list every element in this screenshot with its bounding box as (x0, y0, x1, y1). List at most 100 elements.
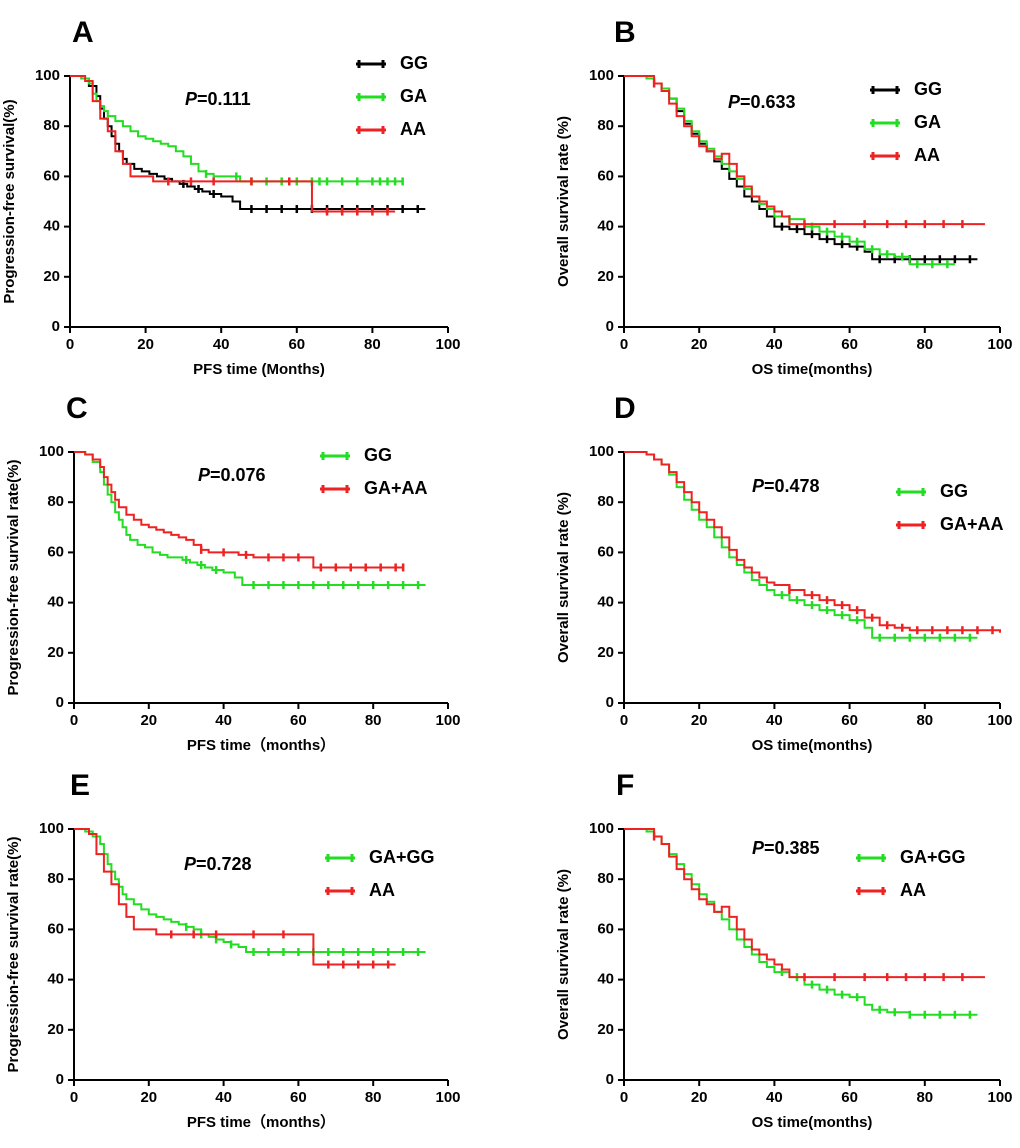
y-tick-label: 40 (47, 971, 64, 988)
p-value: P=0.478 (752, 476, 820, 496)
x-axis-label: PFS time (Months) (193, 361, 325, 378)
y-tick-label: 80 (43, 117, 60, 134)
legend: GG GA AA (356, 53, 428, 139)
p-value-number: =0.633 (740, 92, 796, 112)
legend: GG GA+AA (320, 445, 428, 498)
y-tick-label: 0 (606, 694, 614, 711)
x-tick-label: 40 (213, 336, 230, 353)
y-tick-label: 20 (43, 268, 60, 285)
y-tick-label: 0 (56, 1071, 64, 1088)
p-value-prefix: P (184, 854, 197, 874)
x-tick-label: 60 (841, 1089, 858, 1106)
y-tick-label: 100 (39, 820, 64, 837)
panel-b: B 0 20 40 60 80 100 0 20 40 60 80 100 OS time(months)… (555, 16, 1013, 378)
legend: GA+GG AA (325, 847, 435, 900)
x-tick-label: 100 (987, 336, 1012, 353)
y-tick-label: 60 (47, 543, 64, 560)
x-tick-label: 20 (137, 336, 154, 353)
legend-label: GA+GG (369, 847, 435, 867)
y-tick-label: 20 (597, 268, 614, 285)
x-tick-label: 60 (290, 1089, 307, 1106)
p-value-prefix: P (752, 838, 765, 858)
y-tick-label: 40 (597, 594, 614, 611)
series-aa (70, 75, 396, 216)
y-tick-label: 60 (597, 543, 614, 560)
y-axis-label: Overall survival rate (%) (555, 869, 572, 1040)
y-tick-label: 40 (43, 218, 60, 235)
y-tick-label: 20 (597, 1021, 614, 1038)
x-tick-label: 100 (435, 336, 460, 353)
survival-curve (74, 828, 426, 953)
series-aa (624, 75, 985, 229)
legend-label: GA (400, 86, 427, 106)
y-tick-label: 0 (606, 1071, 614, 1088)
y-tick-label: 100 (589, 443, 614, 460)
y-axis-label: Progression-free survival rate(%) (5, 460, 22, 696)
x-tick-label: 60 (841, 336, 858, 353)
x-tick-label: 0 (620, 712, 628, 729)
legend-label: GG (914, 79, 942, 99)
x-tick-label: 80 (365, 1089, 382, 1106)
p-value: P=0.633 (728, 92, 796, 112)
x-tick-label: 100 (435, 712, 460, 729)
x-axis-label: OS time(months) (752, 361, 873, 378)
y-tick-label: 80 (597, 493, 614, 510)
x-tick-label: 80 (364, 336, 381, 353)
x-axis-label: OS time(months) (752, 737, 873, 754)
y-tick-label: 60 (597, 920, 614, 937)
series-ga-plus-gg (74, 828, 426, 956)
p-value-prefix: P (185, 89, 198, 109)
legend-label: GA+AA (364, 478, 428, 498)
panel-letter: B (614, 16, 636, 49)
y-axis-label: Progression-free survival rate(%) (5, 837, 22, 1073)
x-tick-label: 0 (620, 1089, 628, 1106)
panel-d: D 0 20 40 60 80 100 0 20 40 60 80 100 OS time(months)… (555, 392, 1013, 754)
x-tick-label: 0 (70, 712, 78, 729)
panel-e: E 0 20 40 60 80 100 0 20 40 60 80 100 PFS time（months… (5, 769, 461, 1131)
x-tick-label: 40 (766, 336, 783, 353)
panel-letter: A (72, 16, 94, 49)
legend-label: GA+GG (900, 847, 966, 867)
y-axis-label: Progression-free survival(%) (1, 99, 18, 303)
series-aa (624, 828, 985, 982)
y-tick-label: 80 (597, 117, 614, 134)
y-tick-label: 80 (47, 870, 64, 887)
legend: GA+GG AA (856, 847, 966, 900)
panel-a: A 0 20 40 60 80 100 0 20 40 60 80 100 PFS time (Month… (1, 16, 461, 378)
legend-label: GG (364, 445, 392, 465)
y-tick-label: 80 (47, 493, 64, 510)
y-tick-label: 0 (606, 318, 614, 335)
p-value: P=0.076 (198, 465, 266, 485)
p-value-number: =0.076 (210, 465, 266, 485)
series-aa (74, 828, 396, 969)
x-tick-label: 40 (766, 712, 783, 729)
x-tick-label: 20 (691, 1089, 708, 1106)
legend-label: GG (400, 53, 428, 73)
legend-label: GG (940, 481, 968, 501)
legend-label: GA+AA (940, 514, 1004, 534)
legend: GG GA AA (870, 79, 942, 165)
series-ga-plus-aa (624, 451, 1001, 635)
panel-letter: E (70, 769, 90, 802)
x-tick-label: 80 (916, 1089, 933, 1106)
panel-letter: D (614, 392, 636, 425)
y-tick-label: 20 (47, 644, 64, 661)
y-axis-label: Overall survival rate (%) (555, 116, 572, 287)
y-axis-label: Overall survival rate (%) (555, 492, 572, 663)
y-tick-label: 60 (47, 920, 64, 937)
series-gg (624, 451, 978, 642)
x-axis-label: PFS time（months） (187, 736, 335, 754)
x-tick-label: 20 (140, 1089, 157, 1106)
survival-curve (70, 75, 396, 213)
y-tick-label: 80 (597, 870, 614, 887)
legend-label: AA (900, 880, 926, 900)
x-tick-label: 100 (435, 1089, 460, 1106)
p-value-prefix: P (752, 476, 765, 496)
x-tick-label: 100 (987, 1089, 1012, 1106)
p-value: P=0.111 (185, 89, 251, 109)
survival-curve (624, 828, 985, 979)
panel-letter: C (66, 392, 88, 425)
x-tick-label: 20 (691, 336, 708, 353)
series-ga-plus-aa (74, 451, 405, 572)
